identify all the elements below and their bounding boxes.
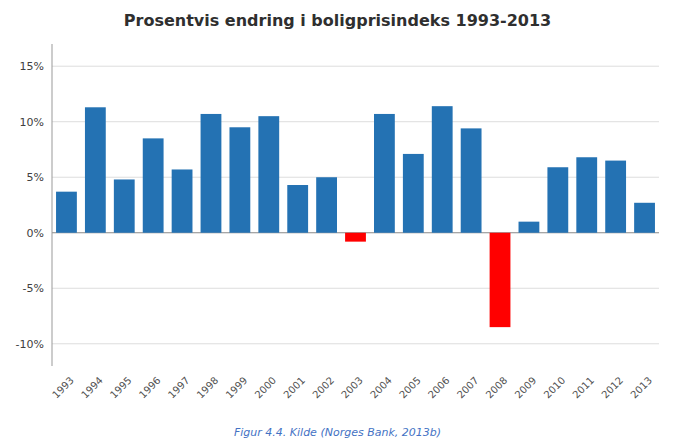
bars: [56, 106, 655, 327]
y-tick-label: 5%: [27, 171, 44, 184]
x-tick-label: 2006: [426, 375, 452, 401]
bar: [287, 185, 308, 233]
grid-line: [52, 343, 659, 344]
bar: [403, 154, 424, 233]
y-tick-label: 15%: [20, 60, 44, 73]
bar: [172, 169, 193, 232]
bar: [85, 107, 106, 232]
x-tick-label: 2004: [368, 375, 394, 401]
bar: [114, 179, 135, 232]
x-tick-label: 2001: [281, 375, 307, 401]
bar: [605, 161, 626, 233]
x-tick-label: 2012: [599, 375, 625, 401]
chart-container: Prosentvis endring i boligprisindeks 199…: [0, 0, 675, 446]
grid-line: [52, 66, 659, 67]
bar: [461, 128, 482, 232]
y-tick-label: -10%: [16, 338, 44, 351]
bar: [56, 192, 77, 233]
bar: [229, 127, 250, 232]
bar: [374, 114, 395, 233]
x-tick-label: 1997: [166, 375, 192, 401]
x-tick-label: 2013: [628, 375, 654, 401]
x-tick-label: 2010: [542, 375, 568, 401]
y-axis-line: [52, 44, 53, 366]
bar: [547, 167, 568, 233]
x-tick-label: 1998: [195, 375, 221, 401]
x-tick-label: 2000: [253, 375, 279, 401]
grid-line: [52, 121, 659, 122]
x-tick-label: 1995: [108, 375, 134, 401]
caption: Figur 4.4. Kilde (Norges Bank, 2013b): [234, 426, 441, 439]
bar: [201, 114, 222, 233]
bar: [316, 177, 337, 233]
x-tick-label: 2002: [310, 375, 336, 401]
bar: [432, 106, 453, 233]
bar: [345, 233, 366, 242]
x-tick-label: 2011: [570, 375, 596, 401]
bar: [634, 203, 655, 233]
x-tick-label: 1996: [137, 375, 163, 401]
x-tick-label: 2008: [484, 375, 510, 401]
bar: [519, 222, 540, 233]
x-tick-label: 2005: [397, 375, 423, 401]
bar: [490, 233, 511, 327]
title: Prosentvis endring i boligprisindeks 199…: [124, 11, 551, 30]
grid: [52, 66, 659, 344]
x-tick-label: 1994: [79, 375, 105, 401]
y-tick-label: -5%: [23, 282, 44, 295]
x-tick-label: 1999: [224, 375, 250, 401]
chart: Prosentvis endring i boligprisindeks 199…: [0, 0, 675, 446]
grid-line: [52, 288, 659, 289]
bar: [143, 138, 164, 232]
bar: [576, 157, 597, 233]
x-tick-label: 2007: [455, 375, 481, 401]
y-tick-label: 10%: [20, 116, 44, 129]
y-tick-label: 0%: [27, 227, 44, 240]
x-tick-label: 2003: [339, 375, 365, 401]
x-tick-label: 2009: [513, 375, 539, 401]
bar: [258, 116, 279, 233]
x-tick-label: 1993: [50, 375, 76, 401]
